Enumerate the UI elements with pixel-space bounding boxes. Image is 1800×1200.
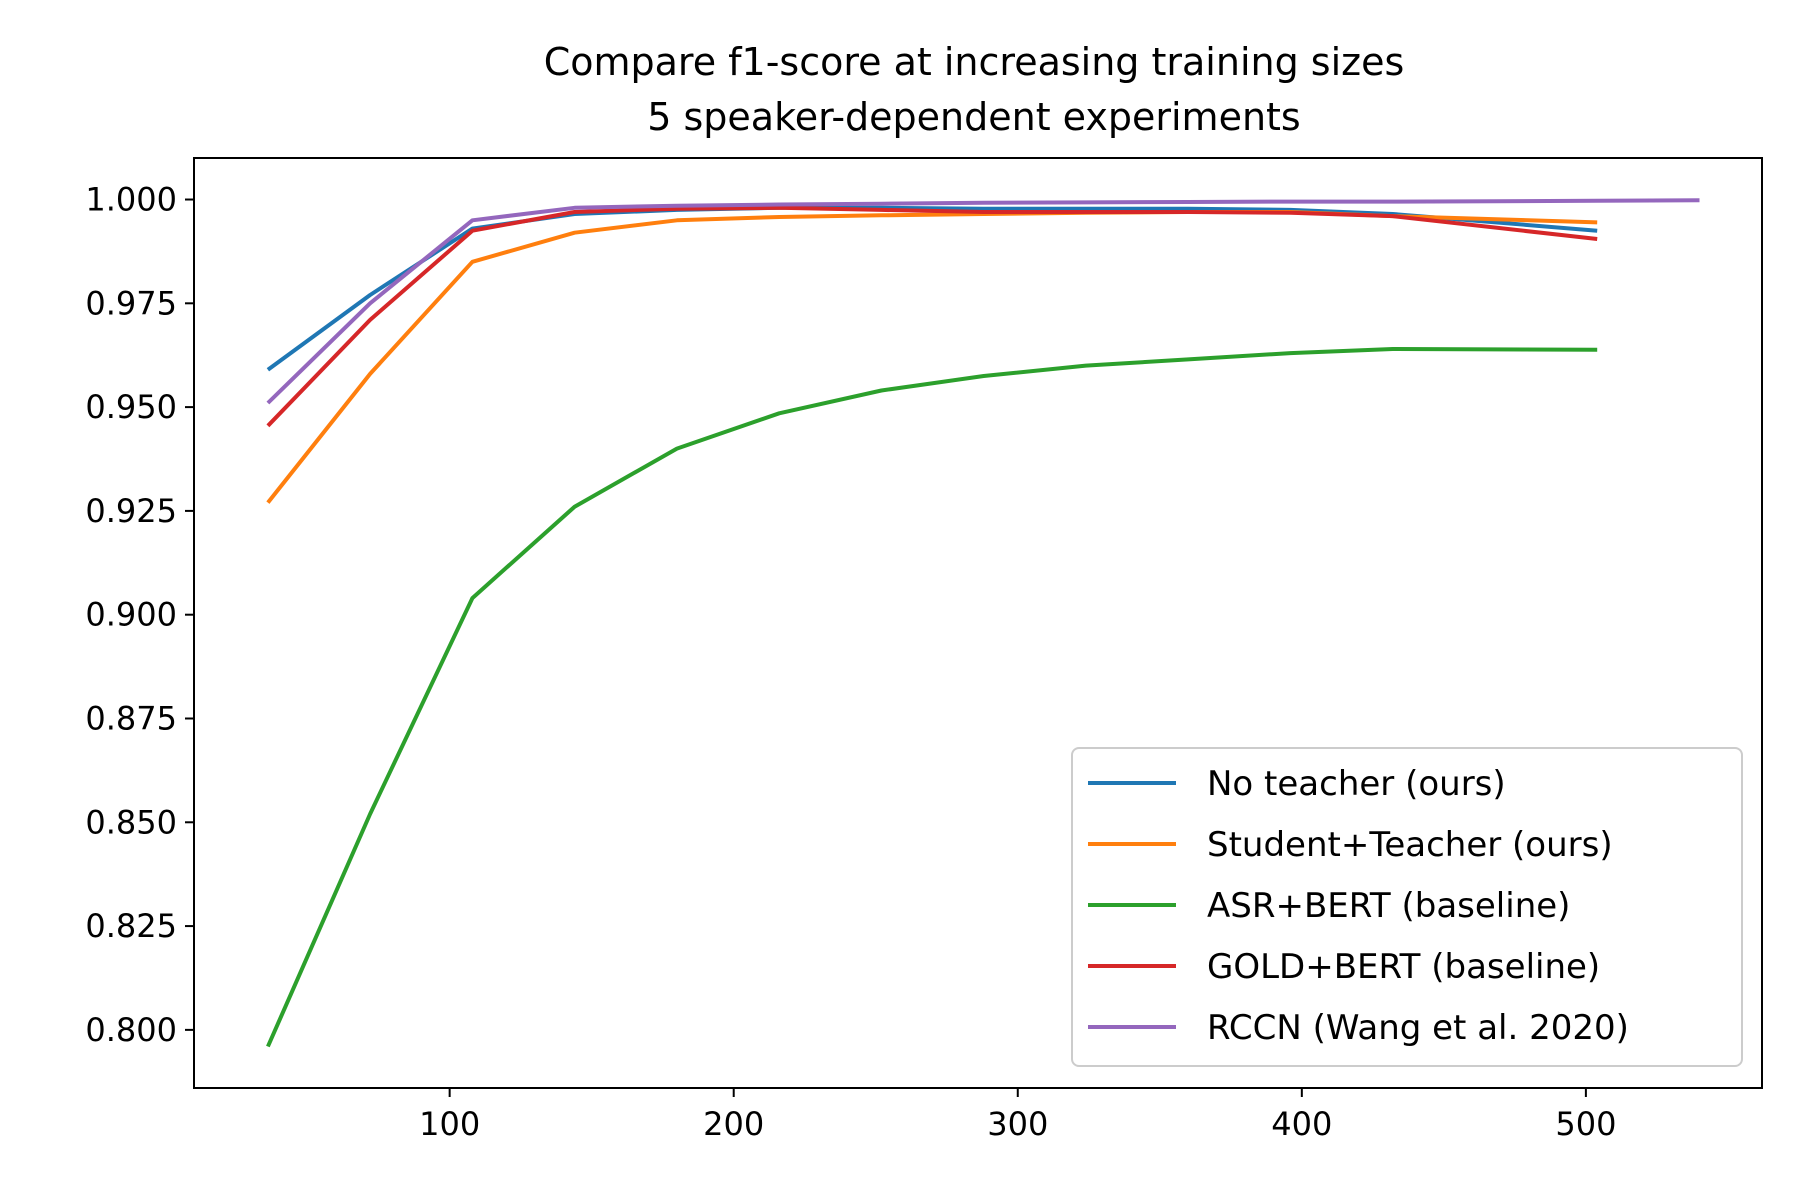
x-tick-label: 500 bbox=[1555, 1105, 1616, 1143]
legend-label: No teacher (ours) bbox=[1207, 764, 1506, 804]
x-tick-label: 400 bbox=[1271, 1105, 1332, 1143]
chart-title: Compare f1-score at increasing training … bbox=[544, 40, 1405, 84]
x-tick-label: 200 bbox=[703, 1105, 764, 1143]
series-line-0 bbox=[266, 205, 1598, 372]
series-line-3 bbox=[266, 205, 1598, 428]
x-tick-label: 100 bbox=[419, 1105, 480, 1143]
plot-frame bbox=[193, 157, 1763, 1089]
legend: No teacher (ours) Student+Teacher (ours) A… bbox=[1071, 747, 1743, 1067]
series-line-4 bbox=[266, 198, 1700, 405]
legend-label: ASR+BERT (baseline) bbox=[1207, 886, 1570, 926]
y-tick-label: 0.800 bbox=[85, 1011, 177, 1049]
legend-label: Student+Teacher (ours) bbox=[1207, 825, 1613, 865]
axis-layer: 100 200 300 400 500 0.800 0.825 0.850 0.875 0.900… bbox=[85, 181, 1616, 1143]
series-layer bbox=[266, 198, 1700, 1048]
y-tick-label: 1.000 bbox=[85, 181, 177, 219]
y-tick-label: 0.850 bbox=[85, 803, 177, 841]
legend-box bbox=[1071, 747, 1743, 1067]
chart-subtitle: 5 speaker-dependent experiments bbox=[647, 95, 1300, 139]
y-tick-label: 0.950 bbox=[85, 388, 177, 426]
legend-label: GOLD+BERT (baseline) bbox=[1207, 947, 1600, 987]
series-line-2 bbox=[266, 347, 1598, 1048]
legend-items: No teacher (ours) Student+Teacher (ours) A… bbox=[1088, 764, 1629, 1048]
y-tick-label: 0.975 bbox=[85, 284, 177, 322]
legend-label: RCCN (Wang et al. 2020) bbox=[1207, 1008, 1629, 1048]
y-tick-label: 0.925 bbox=[85, 492, 177, 530]
x-tick-label: 300 bbox=[987, 1105, 1048, 1143]
y-tick-label: 0.875 bbox=[85, 699, 177, 737]
y-tick-label: 0.900 bbox=[85, 596, 177, 634]
y-tick-label: 0.825 bbox=[85, 907, 177, 945]
